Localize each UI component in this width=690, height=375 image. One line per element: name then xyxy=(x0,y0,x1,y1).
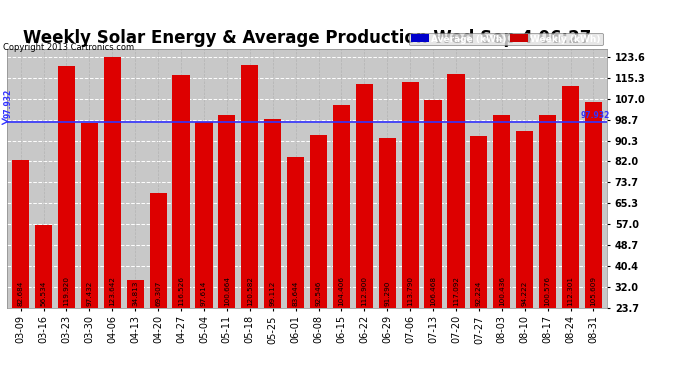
Text: 104.406: 104.406 xyxy=(338,276,344,306)
Bar xyxy=(287,158,304,308)
Bar xyxy=(150,193,167,308)
Bar xyxy=(35,225,52,308)
Text: 99.112: 99.112 xyxy=(270,281,276,306)
Text: 97.432: 97.432 xyxy=(86,281,92,306)
Text: 105.609: 105.609 xyxy=(591,276,596,306)
Bar xyxy=(310,135,327,308)
Bar xyxy=(104,57,121,308)
Text: 97.614: 97.614 xyxy=(201,281,207,306)
Bar xyxy=(81,123,98,308)
Text: 113.790: 113.790 xyxy=(407,276,413,306)
Bar xyxy=(516,131,533,308)
Bar xyxy=(493,115,511,308)
Title: Weekly Solar Energy & Average Production Wed Sep 4 06:27: Weekly Solar Energy & Average Production… xyxy=(23,29,591,47)
Text: 83.644: 83.644 xyxy=(293,281,299,306)
Text: 97.932: 97.932 xyxy=(580,111,609,120)
Legend: Average (kWh), Weekly (kWh): Average (kWh), Weekly (kWh) xyxy=(409,33,602,45)
Bar xyxy=(264,118,282,308)
Text: 82.684: 82.684 xyxy=(18,281,23,306)
Text: 91.290: 91.290 xyxy=(384,281,391,306)
Bar xyxy=(241,65,258,308)
Text: 117.092: 117.092 xyxy=(453,276,459,306)
Bar xyxy=(539,115,556,308)
Bar xyxy=(12,160,29,308)
Bar xyxy=(402,82,419,308)
Text: 97.932: 97.932 xyxy=(3,88,12,118)
Bar xyxy=(379,138,396,308)
Bar xyxy=(333,105,350,308)
Text: 119.920: 119.920 xyxy=(63,276,70,306)
Text: 34.813: 34.813 xyxy=(132,281,138,306)
Bar xyxy=(58,66,75,308)
Text: 106.468: 106.468 xyxy=(430,276,436,306)
Text: 120.582: 120.582 xyxy=(247,276,253,306)
Bar xyxy=(471,136,487,308)
Text: 56.534: 56.534 xyxy=(41,281,46,306)
Bar xyxy=(424,100,442,308)
Text: 116.526: 116.526 xyxy=(178,276,184,306)
Text: 123.642: 123.642 xyxy=(109,276,115,306)
Text: 112.900: 112.900 xyxy=(362,276,367,306)
Bar xyxy=(356,84,373,308)
Bar xyxy=(562,86,579,308)
Text: 100.436: 100.436 xyxy=(499,276,505,306)
Bar xyxy=(447,74,464,308)
Text: Copyright 2013 Cartronics.com: Copyright 2013 Cartronics.com xyxy=(3,43,135,52)
Text: 92.546: 92.546 xyxy=(315,281,322,306)
Text: 92.224: 92.224 xyxy=(476,281,482,306)
Text: 69.307: 69.307 xyxy=(155,281,161,306)
Text: 112.301: 112.301 xyxy=(568,276,573,306)
Bar xyxy=(127,280,144,308)
Bar xyxy=(585,102,602,308)
Bar xyxy=(172,75,190,307)
Text: 100.576: 100.576 xyxy=(544,276,551,306)
Bar xyxy=(195,122,213,308)
Text: 94.222: 94.222 xyxy=(522,281,528,306)
Bar xyxy=(218,115,235,308)
Text: 100.664: 100.664 xyxy=(224,276,230,306)
